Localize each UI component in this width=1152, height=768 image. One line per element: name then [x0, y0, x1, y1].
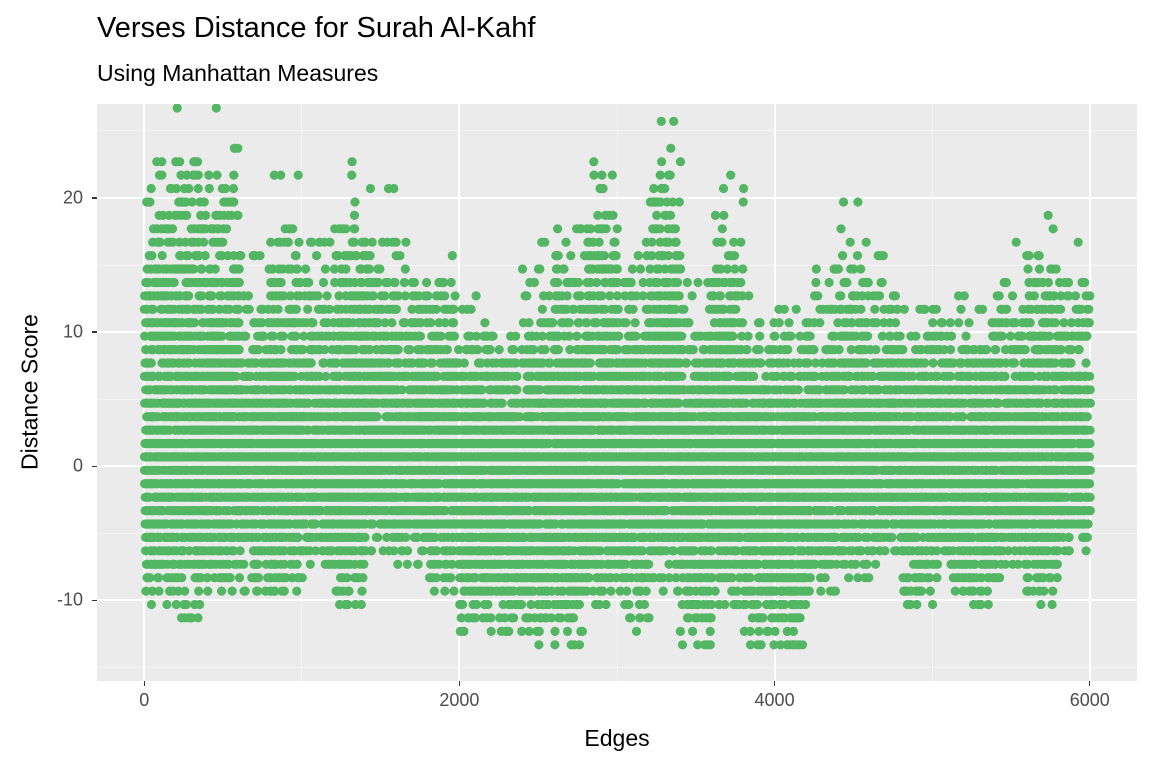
x-tick-mark: [458, 681, 461, 686]
chart-subtitle: Using Manhattan Measures: [97, 60, 379, 86]
x-tick-label: 6000: [1069, 690, 1110, 710]
y-tick-label: 10: [62, 321, 83, 342]
x-tick-mark: [1088, 681, 1091, 686]
y-major-gridline: [97, 599, 1137, 602]
y-minor-gridline: [97, 667, 1137, 669]
scatter-points: [139, 104, 1095, 650]
y-tick-mark: [92, 197, 97, 199]
y-tick-label: 20: [62, 187, 83, 208]
y-tick-mark: [92, 331, 97, 333]
y-tick-label: 0: [72, 455, 83, 476]
chart-title: Verses Distance for Surah Al-Kahf: [97, 12, 536, 44]
x-tick-mark: [773, 681, 776, 686]
x-tick-label: 0: [139, 690, 150, 710]
y-major-gridline: [97, 196, 1137, 199]
y-tick-mark: [92, 599, 97, 602]
y-tick-label: -10: [56, 589, 83, 610]
x-axis-label: Edges: [584, 725, 650, 751]
x-tick-mark: [143, 681, 146, 686]
y-tick-mark: [92, 465, 97, 468]
x-tick-label: 2000: [439, 690, 480, 710]
plot-panel: [97, 104, 1137, 681]
y-minor-gridline: [97, 130, 1137, 132]
y-axis-label: Distance Score: [16, 314, 43, 470]
x-tick-label: 4000: [754, 690, 795, 710]
